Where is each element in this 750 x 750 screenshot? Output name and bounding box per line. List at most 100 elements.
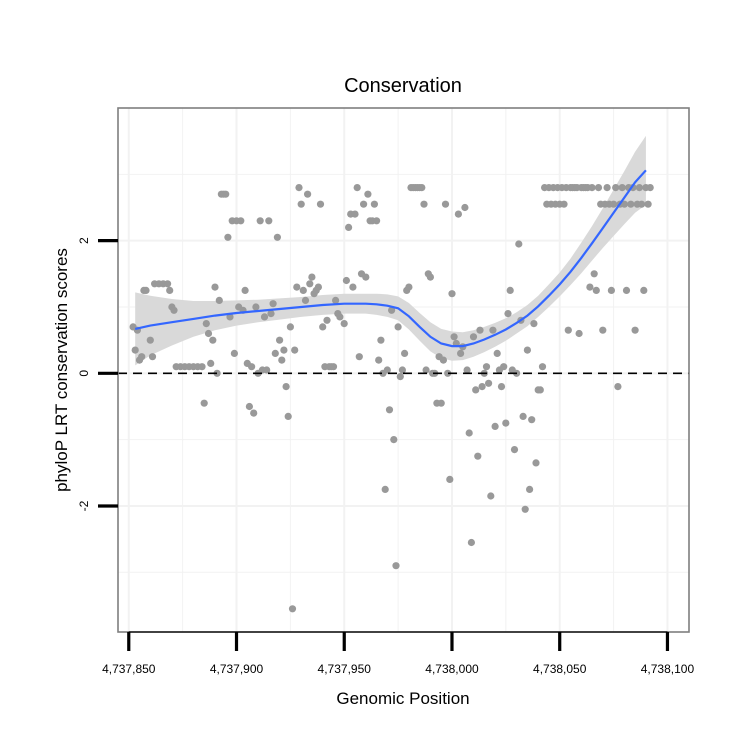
data-point <box>444 369 452 377</box>
data-point <box>474 452 482 460</box>
data-point <box>142 286 150 294</box>
data-point <box>506 286 514 294</box>
y-axis: -2 0 2 <box>77 237 118 511</box>
data-point <box>454 210 462 218</box>
data-point <box>138 353 146 361</box>
data-point <box>385 406 394 414</box>
data-point <box>437 399 445 407</box>
data-point <box>353 184 361 192</box>
data-point <box>340 320 348 328</box>
data-point <box>631 326 639 334</box>
data-point <box>646 184 654 192</box>
data-point <box>263 366 271 374</box>
data-point <box>396 373 404 381</box>
data-point <box>295 184 303 192</box>
data-point <box>635 184 644 192</box>
data-point <box>532 459 540 467</box>
data-point <box>252 303 260 311</box>
data-point <box>245 402 253 411</box>
data-point <box>332 296 340 304</box>
plot-panel <box>117 107 690 633</box>
data-point <box>592 286 600 294</box>
data-point <box>515 240 523 248</box>
data-point <box>166 286 174 294</box>
x-tick-label: 4,738,050 <box>533 662 587 676</box>
data-point <box>528 416 536 424</box>
chart-title: Conservation <box>344 75 462 97</box>
data-point <box>610 200 618 208</box>
data-point <box>510 446 519 454</box>
data-point <box>560 200 568 208</box>
data-point <box>146 336 154 344</box>
data-point <box>276 336 284 344</box>
data-point <box>457 349 465 357</box>
data-point <box>489 326 497 334</box>
data-point <box>465 429 473 437</box>
data-point <box>482 363 491 371</box>
data-point <box>618 184 626 192</box>
x-axis-label: Genomic Position <box>336 689 469 708</box>
data-point <box>364 190 372 198</box>
data-point <box>237 217 245 225</box>
y-tick-label: -2 <box>77 500 91 511</box>
data-point <box>345 223 353 231</box>
data-point <box>622 286 631 294</box>
data-point <box>291 346 299 354</box>
data-point <box>204 329 213 338</box>
data-point <box>314 283 322 291</box>
data-point <box>588 184 596 192</box>
data-point <box>381 485 389 493</box>
data-point <box>536 386 544 394</box>
data-point <box>485 379 493 387</box>
data-point <box>355 353 363 361</box>
data-point <box>388 306 396 314</box>
data-point <box>224 233 232 241</box>
data-point <box>491 422 499 430</box>
data-point <box>519 412 527 420</box>
data-point <box>640 286 648 294</box>
gridlines <box>118 108 689 632</box>
data-point <box>377 336 385 344</box>
data-point <box>278 356 286 364</box>
data-point <box>198 363 206 371</box>
data-point <box>211 283 219 291</box>
data-point <box>360 200 368 208</box>
data-point <box>370 200 378 208</box>
data-point <box>594 184 603 192</box>
data-point <box>230 349 238 357</box>
data-point <box>521 505 529 513</box>
data-point <box>373 217 381 225</box>
x-tick-label: 4,737,850 <box>102 662 156 676</box>
data-point <box>306 280 314 288</box>
data-point <box>405 283 413 291</box>
data-point <box>207 359 215 367</box>
data-point <box>308 273 316 281</box>
data-point <box>575 329 583 338</box>
data-point <box>329 363 338 371</box>
data-point <box>250 409 258 417</box>
data-point <box>213 369 221 377</box>
data-point <box>607 286 616 294</box>
data-point <box>493 349 501 357</box>
data-point <box>336 313 344 321</box>
data-point <box>392 562 400 570</box>
data-point <box>422 366 430 374</box>
data-point <box>614 383 622 391</box>
data-point <box>401 349 409 357</box>
data-point <box>170 306 178 314</box>
data-point <box>418 184 426 192</box>
data-point <box>620 200 629 208</box>
data-point <box>476 326 484 334</box>
confidence-ribbon <box>135 135 646 366</box>
data-points <box>129 184 654 613</box>
smooth-trend-line <box>134 169 647 348</box>
data-point <box>284 412 292 420</box>
data-point <box>472 386 480 394</box>
data-point <box>439 356 447 364</box>
data-point <box>526 485 534 493</box>
y-axis-label: phyloP LRT conservation scores <box>52 248 71 492</box>
data-point <box>304 190 312 198</box>
data-point <box>148 353 157 361</box>
data-point <box>273 233 281 241</box>
